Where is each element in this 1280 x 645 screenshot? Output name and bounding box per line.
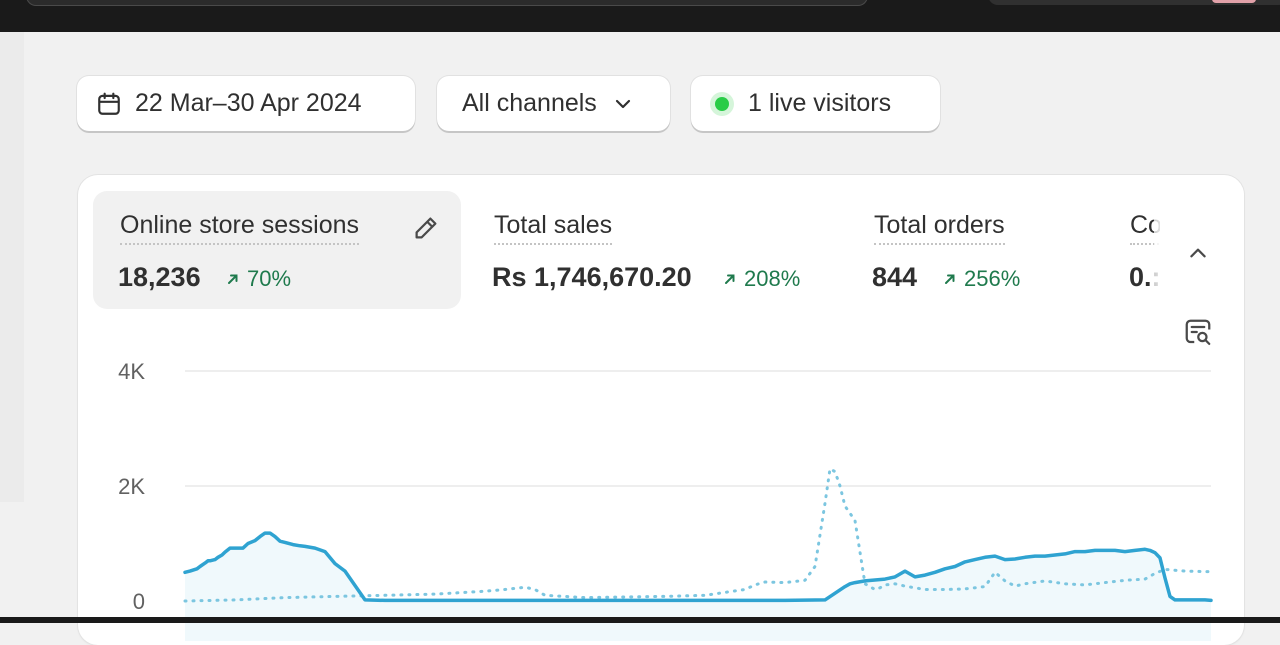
search-bar[interactable] bbox=[26, 0, 868, 6]
metric-change: 256% bbox=[942, 265, 1020, 293]
series-area bbox=[185, 533, 1211, 641]
bottom-edge bbox=[0, 617, 1280, 623]
metric-total-sales[interactable]: Total sales Rs 1,746,670.20 208% bbox=[492, 191, 832, 309]
y-tick-label: 0 bbox=[133, 589, 145, 614]
metric-change-value: 70% bbox=[247, 266, 292, 291]
collapse-button[interactable] bbox=[1180, 235, 1216, 271]
metric-change-value: 208% bbox=[744, 266, 801, 291]
series-line-current bbox=[183, 531, 1213, 603]
date-range-label: 22 Mar–30 Apr 2024 bbox=[135, 89, 362, 117]
metric-change-value: 256% bbox=[964, 266, 1021, 291]
chevron-up-icon bbox=[1190, 248, 1206, 258]
channels-label: All channels bbox=[462, 89, 597, 117]
y-tick-label: 4K bbox=[118, 359, 145, 384]
trend-up-icon bbox=[945, 274, 955, 284]
metric-value: 844 bbox=[872, 262, 918, 292]
chevron-down-icon bbox=[615, 99, 630, 108]
sessions-line-chart: 4K 2K 0 bbox=[118, 359, 1213, 641]
live-dot-icon bbox=[715, 96, 729, 111]
metric-change: 208% bbox=[722, 265, 800, 293]
metric-label[interactable]: Total orders bbox=[874, 210, 1005, 245]
metrics-card: 4K 2K 0 Online store sessions 18,236 70% T… bbox=[78, 175, 1244, 645]
pencil-icon[interactable] bbox=[411, 213, 441, 243]
left-sidebar-edge bbox=[0, 32, 24, 502]
calendar-icon bbox=[98, 92, 120, 115]
metric-label[interactable]: Online store sessions bbox=[120, 210, 360, 245]
y-tick-label: 2K bbox=[118, 474, 145, 499]
top-right-controls[interactable] bbox=[988, 0, 1280, 5]
live-visitors-label: 1 live visitors bbox=[748, 89, 892, 117]
metric-value: Rs 1,746,670.20 bbox=[492, 262, 692, 292]
series-line-comparison bbox=[183, 467, 1213, 603]
trend-up-icon bbox=[725, 274, 735, 284]
analyze-button[interactable] bbox=[1181, 315, 1215, 349]
metric-value: 18,236 bbox=[118, 262, 201, 292]
metric-change: 70% bbox=[225, 265, 291, 293]
metric-label[interactable]: Total sales bbox=[494, 210, 613, 245]
date-range-button[interactable]: 22 Mar–30 Apr 2024 bbox=[77, 76, 415, 131]
live-visitors-button[interactable]: 1 live visitors bbox=[691, 76, 940, 131]
analyze-icon bbox=[1185, 319, 1211, 345]
metric-online-store-sessions[interactable]: Online store sessions 18,236 70% bbox=[93, 191, 461, 309]
notification-badge bbox=[1212, 0, 1256, 3]
top-bar bbox=[0, 0, 1280, 32]
channels-dropdown[interactable]: All channels bbox=[437, 76, 670, 131]
metric-total-orders[interactable]: Total orders 844 256% bbox=[872, 191, 1102, 309]
trend-up-icon bbox=[228, 274, 238, 284]
